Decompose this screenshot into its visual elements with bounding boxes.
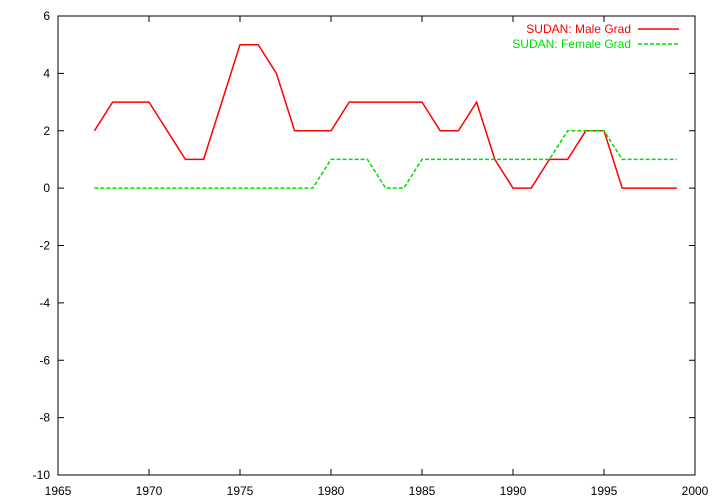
series-lines — [93, 43, 677, 189]
x-tick-label: 1985 — [409, 484, 436, 498]
y-tick-label: -4 — [39, 296, 50, 310]
x-tick-label: 1995 — [591, 484, 618, 498]
y-tick-label: 2 — [43, 124, 50, 138]
axis-ticks: -10 -8 -6 -4 -2 0 2 4 6 1965 1970 1975 1980 1985 1990 1… — [33, 9, 709, 498]
x-tick-label: 1970 — [136, 484, 163, 498]
y-tick-label: 0 — [43, 181, 50, 195]
plot-frame — [57, 15, 696, 476]
y-tick-label: 6 — [43, 9, 50, 23]
x-tick-label: 2000 — [682, 484, 709, 498]
x-tick-label: 1990 — [500, 484, 527, 498]
y-tick-label: -8 — [39, 411, 50, 425]
legend-label: SUDAN: Female Grad — [512, 37, 631, 51]
x-tick-label: 1965 — [45, 484, 72, 498]
series-line-female-grad — [94, 130, 677, 189]
legend-label: SUDAN: Male Grad — [526, 22, 631, 36]
y-tick-label: -2 — [39, 239, 50, 253]
y-tick-label: -6 — [39, 353, 50, 367]
series-line-male-grad — [93, 43, 677, 189]
x-tick-label: 1980 — [318, 484, 345, 498]
y-tick-label: -10 — [33, 468, 51, 482]
x-tick-label: 1975 — [227, 484, 254, 498]
y-tick-label: 4 — [43, 66, 50, 80]
